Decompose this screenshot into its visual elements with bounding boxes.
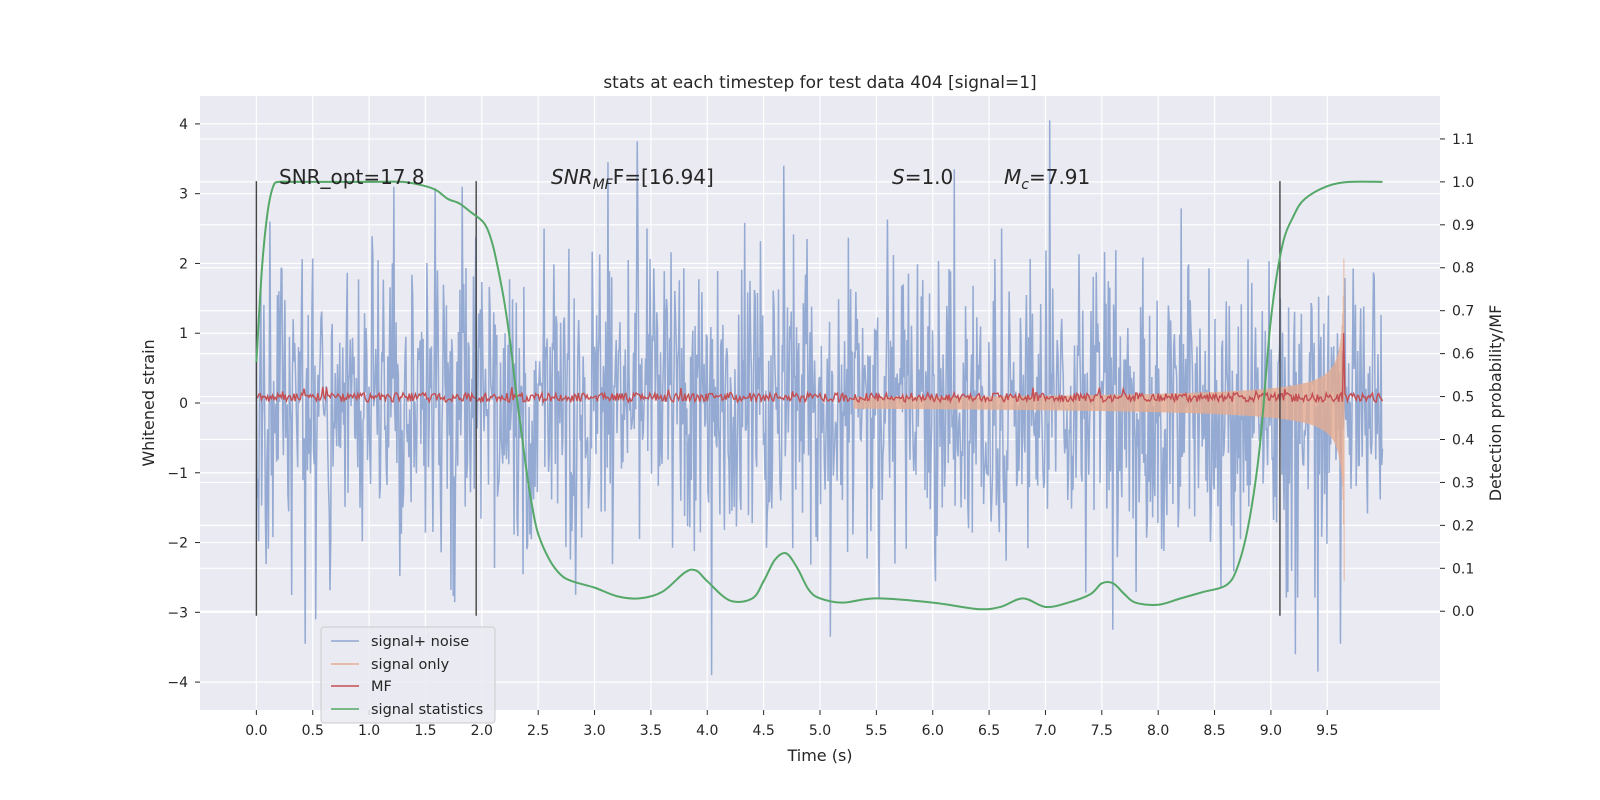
annotation-s-rest: =1.0	[905, 165, 954, 189]
signal-noise-series	[255, 120, 1384, 676]
y2-tick-label: 0.2	[1452, 518, 1474, 534]
annotation-mc: Mc=7.91	[1004, 165, 1090, 193]
y-axis-label: Whitened strain	[139, 339, 158, 466]
annotation-snr-mf-base: SNR	[551, 165, 593, 189]
x-tick-label: 4.0	[696, 723, 718, 739]
annotation-mc-sub: c	[1021, 177, 1029, 193]
y2-tick-label: 0.6	[1452, 347, 1474, 363]
y-tick-label: −4	[167, 675, 188, 691]
x-tick-label: 3.5	[640, 723, 662, 739]
y2-tick-label: 0.0	[1452, 604, 1474, 620]
x-tick-label: 7.5	[1091, 723, 1113, 739]
x-tick-label: 5.5	[865, 723, 887, 739]
x-tick-label: 3.0	[583, 723, 605, 739]
y2-tick-label: 0.8	[1452, 261, 1474, 277]
y2-tick-label: 1.0	[1452, 175, 1474, 191]
annotation-s-base: S	[892, 165, 905, 189]
annotation-snr-mf-rest: F=[16.94]	[613, 165, 714, 189]
legend-label-signal-statistics: signal statistics	[371, 702, 483, 718]
y-tick-label: 2	[179, 256, 188, 272]
annotation-snr-mf-sub: MF	[593, 177, 614, 193]
x-tick-label: 2.0	[471, 723, 493, 739]
x-tick-label: 8.0	[1147, 723, 1169, 739]
annotation-snr-opt: SNR_opt=17.8	[279, 165, 425, 189]
y2-tick-label: 1.1	[1452, 132, 1474, 148]
x-tick-label: 9.0	[1260, 723, 1282, 739]
y2-tick-label: 0.9	[1452, 218, 1474, 234]
x-tick-label: 0.0	[245, 723, 267, 739]
legend: signal+ noise signal only MF signal stat…	[320, 626, 496, 724]
signal-only-line	[853, 258, 1345, 581]
legend-label-signal-only: signal only	[371, 657, 450, 673]
mf-series	[256, 333, 1384, 405]
x-tick-label: 2.5	[527, 723, 549, 739]
legend-label-signal-noise: signal+ noise	[371, 634, 469, 650]
legend-box	[320, 626, 496, 724]
x-tick-label: 4.5	[753, 723, 775, 739]
y-tick-label: 4	[179, 117, 188, 133]
y2-tick-label: 0.4	[1452, 432, 1474, 448]
y2-tick-label: 0.3	[1452, 475, 1474, 491]
annotation-mc-rest: =7.91	[1029, 165, 1090, 189]
y2-axis-label: Detection probability/MF	[1486, 305, 1505, 502]
x-tick-label: 6.5	[978, 723, 1000, 739]
signal-only-series	[853, 258, 1345, 581]
x-tick-label: 1.0	[358, 723, 380, 739]
x-tick-label: 0.5	[302, 723, 324, 739]
x-tick-label: 7.0	[1034, 723, 1056, 739]
annotation-snr-mf: SNRMFF=[16.94]	[551, 165, 714, 193]
y2-axis-ticks: 0.0 0.1 0.2 0.3 0.4 0.5 0.6 0.7 0.8 0.9 1.0 1.1	[1440, 132, 1474, 620]
x-tick-label: 5.0	[809, 723, 831, 739]
legend-label-mf: MF	[371, 679, 392, 695]
annotation-s: S=1.0	[892, 165, 953, 189]
annotation-mc-base: M	[1004, 165, 1021, 189]
y2-tick-label: 0.7	[1452, 304, 1474, 320]
y-axis-ticks: −4 −3 −2 −1 0 1 2 3 4	[167, 117, 200, 691]
y-tick-label: 0	[179, 396, 188, 412]
chart-title: stats at each timestep for test data 404…	[603, 73, 1036, 93]
y-tick-label: −2	[167, 536, 188, 552]
x-axis-label: Time (s)	[786, 746, 852, 765]
y-tick-label: −3	[167, 605, 188, 621]
signal-noise-line	[255, 120, 1384, 676]
y-tick-label: −1	[167, 466, 188, 482]
y-tick-label: 1	[179, 326, 188, 342]
x-tick-label: 8.5	[1203, 723, 1225, 739]
signal-statistics-line	[255, 180, 1383, 611]
y2-tick-label: 0.1	[1452, 561, 1474, 577]
x-axis-ticks: 0.0 0.5 1.0 1.5 2.0 2.5 3.0 3.5 4.0 4.5 5.0 5.5 6.0 6…	[245, 710, 1338, 739]
x-tick-label: 9.5	[1316, 723, 1338, 739]
x-tick-label: 6.0	[922, 723, 944, 739]
y2-tick-label: 0.5	[1452, 390, 1474, 406]
mf-line	[256, 333, 1384, 405]
x-tick-label: 1.5	[414, 723, 436, 739]
y-tick-label: 3	[179, 187, 188, 203]
signal-statistics-series	[255, 180, 1383, 611]
